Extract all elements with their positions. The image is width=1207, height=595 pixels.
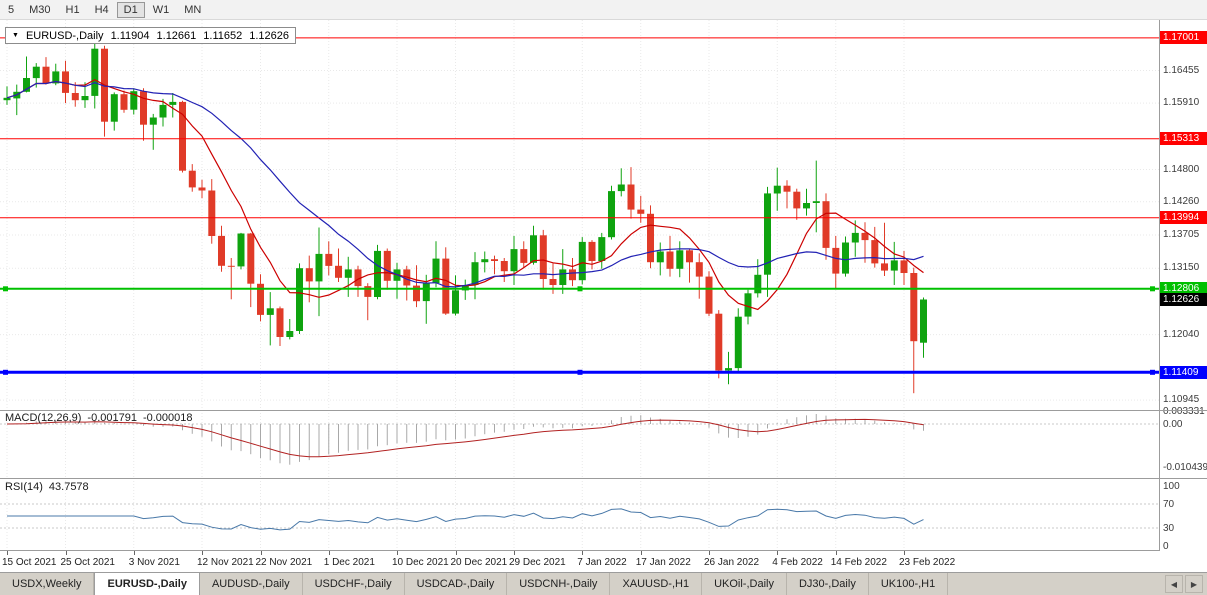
macd-axis-label: -0.010439 (1163, 461, 1207, 473)
time-axis-tick (65, 551, 67, 555)
price-level-badge: 1.15313 (1160, 132, 1207, 146)
date-label: 12 Nov 2021 (197, 557, 254, 568)
price-level-badge: 1.11409 (1160, 365, 1207, 379)
time-axis-tick (7, 551, 8, 555)
chart-tab-eurusd-daily[interactable]: EURUSD-,Daily (94, 573, 200, 595)
date-label: 4 Feb 2022 (772, 557, 823, 568)
symbol-label: EURUSD-,Daily (25, 29, 104, 42)
chart-tab-usdcnh-daily[interactable]: USDCNH-,Daily (507, 573, 611, 595)
time-axis-tick (260, 551, 262, 555)
date-label: 3 Nov 2021 (128, 557, 180, 568)
timeframe-button-h4[interactable]: H4 (94, 3, 109, 16)
ohlc-open: 1.11904 (110, 29, 150, 42)
date-label: 1 Dec 2021 (323, 557, 375, 568)
rsi-title: RSI(14) (5, 481, 43, 493)
tab-scroll-left-icon[interactable]: ◀ (1165, 575, 1183, 593)
time-axis-tick (835, 551, 837, 555)
time-axis-tick (397, 551, 398, 555)
price-level-badge: 1.13994 (1160, 211, 1207, 225)
rsi-header: RSI(14) 43.7578 (5, 481, 89, 493)
price-level-badge: 1.17001 (1160, 31, 1207, 45)
ohlc-high: 1.12661 (156, 29, 197, 42)
date-label: 22 Nov 2021 (255, 557, 313, 568)
rsi-axis-label: 0 (1163, 541, 1169, 552)
tab-scroll-right-icon[interactable]: ▶ (1185, 575, 1203, 593)
date-label: 20 Dec 2021 (450, 557, 508, 568)
axis-separator (1159, 20, 1160, 550)
date-label: 7 Jan 2022 (577, 557, 627, 568)
macd-signal-value: -0.000018 (142, 412, 193, 424)
ohlc-low: 1.11652 (203, 29, 243, 42)
chart-tab-audusd-daily[interactable]: AUDUSD-,Daily (200, 573, 303, 595)
chart-tab-usdcad-daily[interactable]: USDCAD-,Daily (405, 573, 508, 595)
price-axis-label: 1.13150 (1163, 262, 1200, 274)
time-axis-tick (455, 551, 457, 555)
chart-tab-ukoil-daily[interactable]: UKOil-,Daily (702, 573, 787, 595)
price-level-badge: 1.12806 (1160, 282, 1207, 296)
price-axis-label: 1.10945 (1163, 394, 1200, 406)
time-axis-tick (777, 551, 779, 555)
chart-tab-xauusd-h1[interactable]: XAUUSD-,H1 (610, 573, 703, 595)
chart-dropdown-icon[interactable]: ▼ (12, 32, 19, 39)
price-axis-label: 1.14800 (1163, 163, 1200, 175)
price-level-badge: 1.12626 (1160, 293, 1207, 307)
chart-tabs-bar: USDX,Weekly EURUSD-,Daily AUDUSD-,Daily USD… (0, 572, 1207, 595)
date-label: 29 Dec 2021 (509, 557, 566, 568)
macd-main-value: -0.001791 (87, 412, 137, 424)
price-axis-label: 1.16455 (1163, 64, 1200, 76)
macd-panel-canvas[interactable] (0, 410, 1159, 478)
time-axis-tick (904, 551, 905, 555)
price-axis-label: 1.12040 (1163, 328, 1200, 340)
timeframe-button-mn[interactable]: MN (184, 3, 202, 16)
date-label: 23 Feb 2022 (899, 557, 956, 568)
macd-header: MACD(12,26,9) -0.001791 -0.000018 (5, 412, 193, 424)
date-label: 10 Dec 2021 (392, 557, 449, 568)
time-axis-tick (640, 551, 642, 555)
time-axis-tick (709, 551, 710, 555)
price-axis-label: 1.15910 (1163, 97, 1200, 109)
timeframe-button-h1[interactable]: H1 (65, 3, 80, 16)
price-axis-label: 1.13705 (1163, 229, 1200, 240)
date-label: 15 Oct 2021 (2, 557, 57, 568)
chart-tab-dj30-daily[interactable]: DJ30-,Daily (787, 573, 869, 595)
date-label: 14 Feb 2022 (830, 557, 887, 568)
chart-tab-usdx-weekly[interactable]: USDX,Weekly (0, 573, 95, 595)
price-axis-label: 1.14260 (1163, 195, 1200, 207)
macd-axis-label: 0.00 (1163, 419, 1183, 430)
time-axis-tick (202, 551, 203, 555)
timeframe-toolbar: 5 M30 H1 H4 D1 W1 MN (0, 0, 1207, 20)
time-axis-tick (582, 551, 584, 555)
panel-separator[interactable] (0, 478, 1207, 479)
chart-tab-usdchf-daily[interactable]: USDCHF-,Daily (303, 573, 405, 595)
chart-tab-uk100-h1[interactable]: UK100-,H1 (869, 573, 949, 595)
timeframe-button-5[interactable]: 5 (8, 3, 15, 16)
rsi-axis-label: 70 (1163, 499, 1175, 510)
date-label: 26 Jan 2022 (704, 557, 760, 568)
rsi-value: 43.7578 (48, 481, 89, 493)
symbol-info-box: ▼ EURUSD-,Daily 1.11904 1.12661 1.11652 … (5, 27, 296, 44)
ohlc-close: 1.12626 (249, 29, 289, 42)
tab-scroll-controls: ◀ ▶ (1165, 573, 1207, 595)
date-label: 25 Oct 2021 (60, 557, 115, 568)
timeframe-button-w1[interactable]: W1 (152, 3, 170, 16)
price-chart-canvas[interactable] (0, 20, 1159, 410)
macd-title: MACD(12,26,9) (5, 412, 82, 424)
rsi-axis-label: 100 (1163, 481, 1180, 492)
time-axis-tick (514, 551, 515, 555)
rsi-panel-canvas[interactable] (0, 478, 1159, 550)
time-axis-tick (133, 551, 135, 555)
timeframe-button-m30[interactable]: M30 (29, 3, 51, 16)
rsi-axis-label: 30 (1163, 523, 1175, 534)
time-axis[interactable]: 15 Oct 2021 25 Oct 2021 3 Nov 2021 12 Nov 2… (0, 550, 1207, 572)
panel-separator[interactable] (0, 410, 1207, 411)
date-label: 17 Jan 2022 (635, 557, 691, 568)
price-axis[interactable]: 1.16455 1.15910 1.14800 1.14260 1.13705 1.131… (1160, 20, 1207, 552)
macd-axis-label: 0.003331 (1163, 406, 1205, 417)
timeframe-button-d1[interactable]: D1 (116, 1, 145, 18)
time-axis-tick (328, 551, 330, 555)
